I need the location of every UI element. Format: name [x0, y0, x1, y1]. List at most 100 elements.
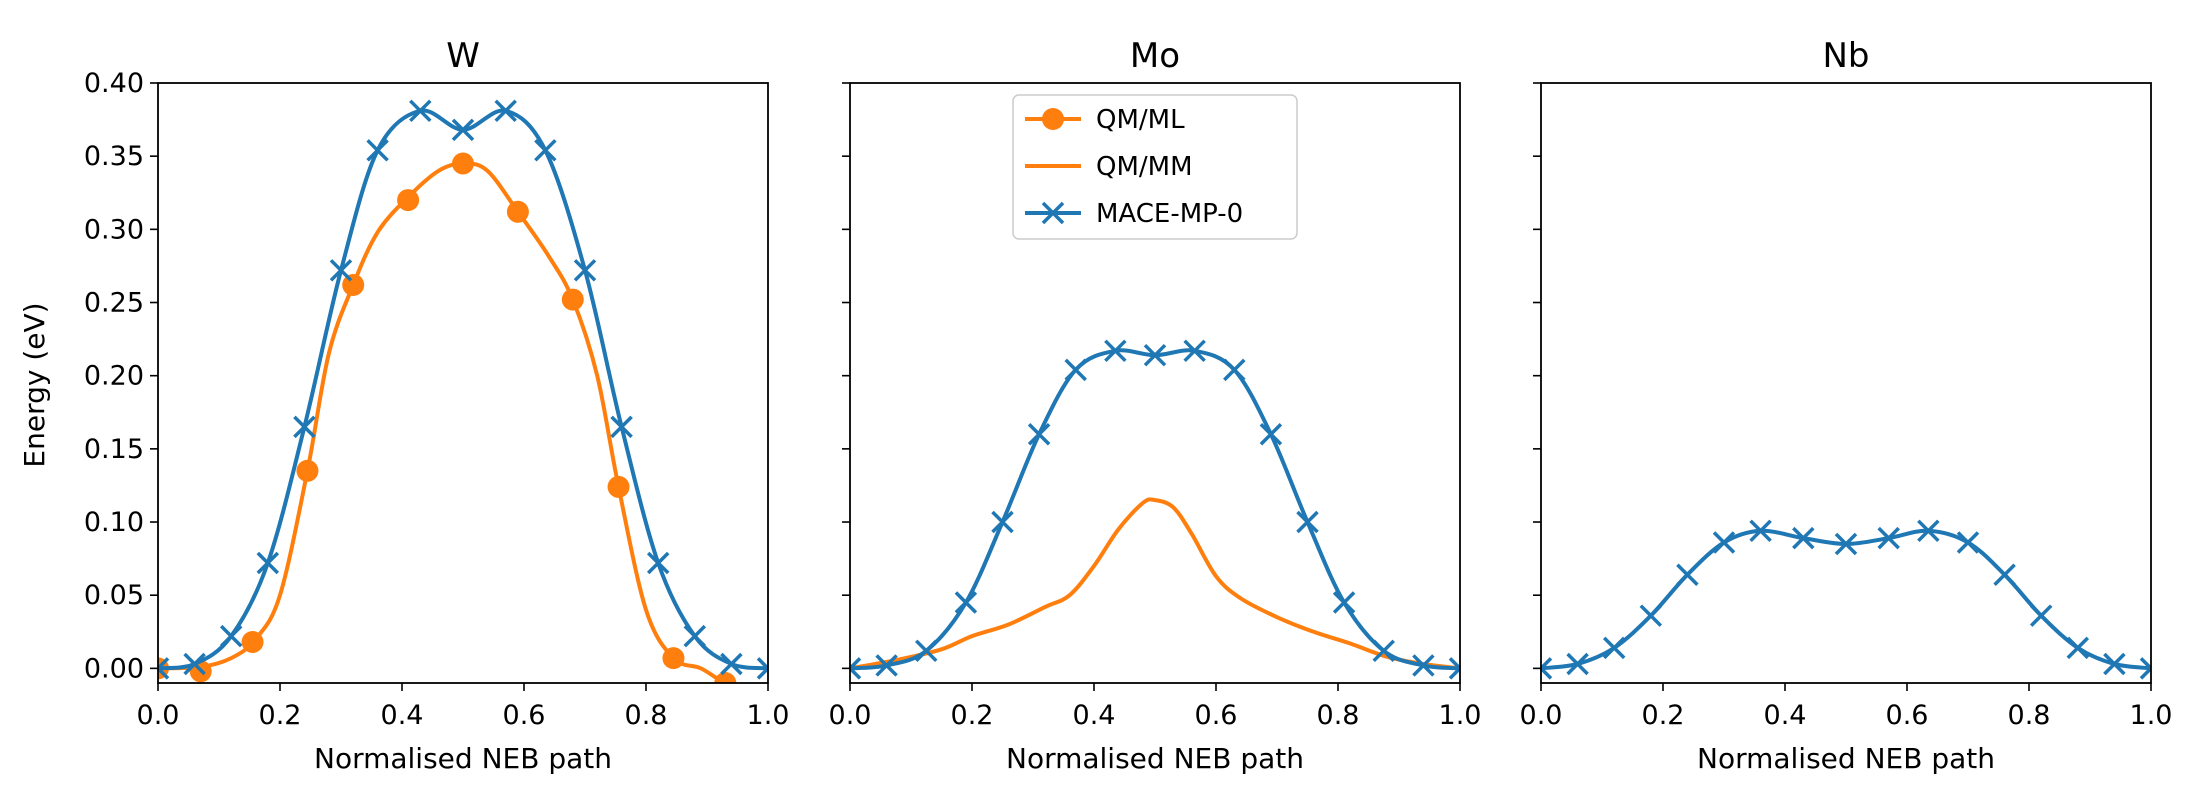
point-mo-mace-mp-0-14 [1372, 639, 1395, 663]
point-w-mace-mp-0-10 [534, 139, 557, 162]
axes-frame-w [157, 82, 769, 684]
point-mo-mace-mp-0-1 [875, 654, 898, 677]
point-w-qm-ml-2 [241, 631, 264, 654]
point-mo-mace-mp-0-13 [1332, 591, 1356, 614]
y-tick-label-w-5: 0.25 [84, 288, 144, 319]
x-tick-label-w-1: 0.2 [259, 700, 302, 731]
point-mo-mace-mp-0-16 [1448, 657, 1460, 680]
point-mo-mace-mp-0-0 [850, 657, 862, 680]
legend-frame [1012, 94, 1298, 240]
panel-nb: Nb 0.0 0.2 0.4 0.6 0.8 1.0 Normalised NEB path [1520, 36, 2173, 775]
point-w-mace-mp-0-16 [756, 657, 768, 680]
point-mo-mace-mp-0-15 [1412, 654, 1435, 677]
panel-mo: Mo 0.0 0.2 0.4 0.6 0.8 1.0 Normalised NEB path [829, 36, 1482, 775]
y-tick-label-w-0: 0.00 [84, 653, 144, 684]
series-line-mo-qm-mm [850, 497, 1460, 671]
point-w-mace-mp-0-14 [683, 624, 707, 648]
point-w-mace-mp-0-0 [158, 657, 170, 680]
legend-label-qm-ml: QM/ML [1096, 105, 1185, 135]
point-nb-mace-mp-0-4 [1676, 563, 1699, 586]
point-w-mace-mp-0-1 [183, 652, 206, 676]
x-tick-label-mo-1: 0.2 [951, 700, 994, 731]
point-w-mace-mp-0-3 [256, 551, 280, 575]
axes-frame-nb [1540, 82, 2152, 684]
point-nb-mace-mp-0-10 [1917, 519, 1940, 543]
point-nb-mace-mp-0-3 [1639, 604, 1663, 627]
y-tick-label-w-3: 0.15 [84, 434, 144, 465]
legend-marker-mace-mp-0 [1041, 201, 1065, 225]
point-nb-mace-mp-0-5 [1712, 531, 1736, 554]
axes-frame-mo [849, 82, 1461, 684]
x-tick-label-nb-3: 0.6 [1886, 700, 1929, 731]
point-nb-mace-mp-0-1 [1566, 652, 1589, 676]
y-axis-label: Energy (eV) [18, 302, 51, 467]
x-tick-label-nb-1: 0.2 [1642, 700, 1685, 731]
point-mo-mace-mp-0-4 [991, 510, 1014, 534]
panel-title-w: W [446, 36, 480, 76]
point-w-mace-mp-0-11 [573, 259, 597, 282]
legend-label-qm-mm: QM/MM [1096, 152, 1193, 182]
panel-title-nb: Nb [1822, 36, 1869, 76]
point-mo-mace-mp-0-8 [1143, 343, 1167, 367]
point-w-qm-ml-3 [296, 459, 319, 482]
series-line-mo-mace-mp-0 [850, 348, 1460, 671]
point-mo-mace-mp-0-5 [1027, 422, 1051, 446]
x-tick-label-mo-3: 0.6 [1195, 700, 1238, 731]
point-mo-mace-mp-0-12 [1296, 510, 1319, 534]
x-tick-label-mo-4: 0.8 [1317, 700, 1360, 731]
legend-entry-qm-mm: QM/MM [1025, 152, 1193, 182]
x-tick-label-w-2: 0.4 [381, 700, 424, 731]
point-w-qm-ml-10 [662, 647, 685, 670]
point-w-qm-ml-7 [506, 200, 529, 223]
point-w-qm-ml-9 [607, 475, 630, 498]
x-tick-label-nb-0: 0.0 [1520, 700, 1563, 731]
legend-entry-mace-mp-0: MACE-MP-0 [1025, 199, 1243, 229]
point-w-mace-mp-0-15 [720, 652, 743, 676]
point-w-mace-mp-0-8 [451, 118, 475, 142]
point-nb-mace-mp-0-12 [1993, 563, 2016, 586]
x-axis-label-mo: Normalised NEB path [1006, 742, 1304, 775]
x-axis-label-w: Normalised NEB path [314, 742, 612, 775]
series-line-w-mace-mp-0 [158, 108, 768, 671]
x-tick-label-w-0: 0.0 [137, 700, 180, 731]
y-tick-label-w-2: 0.10 [84, 507, 144, 538]
point-w-mace-mp-0-13 [646, 551, 670, 575]
point-w-qm-ml-8 [561, 288, 584, 311]
x-tick-label-mo-0: 0.0 [829, 700, 872, 731]
series-line-nb-mace-mp-0 [1541, 528, 2151, 671]
point-nb-mace-mp-0-15 [2103, 652, 2126, 676]
point-nb-mace-mp-0-16 [2139, 657, 2151, 680]
point-nb-mace-mp-0-2 [1602, 636, 1626, 660]
legend-label-mace-mp-0: MACE-MP-0 [1096, 199, 1243, 229]
point-nb-mace-mp-0-11 [1956, 531, 1980, 554]
point-mo-mace-mp-0-11 [1259, 422, 1283, 446]
point-w-qm-ml-5 [397, 189, 420, 212]
point-w-mace-mp-0-9 [494, 99, 517, 123]
y-tick-label-w-1: 0.05 [84, 580, 144, 611]
point-w-mace-mp-0-12 [610, 415, 633, 439]
point-mo-mace-mp-0-3 [954, 591, 978, 614]
point-mo-mace-mp-0-6 [1064, 358, 1087, 382]
legend-entry-qm-ml: QM/ML [1025, 105, 1185, 135]
legend-marker-qm-ml [1042, 108, 1064, 130]
point-mo-mace-mp-0-2 [915, 639, 938, 663]
point-w-qm-ml-6 [452, 152, 474, 175]
x-tick-label-w-4: 0.8 [625, 700, 668, 731]
x-tick-label-nb-4: 0.8 [2008, 700, 2051, 731]
point-nb-mace-mp-0-8 [1834, 532, 1858, 556]
point-mo-mace-mp-0-10 [1223, 358, 1246, 382]
point-nb-mace-mp-0-6 [1749, 519, 1772, 543]
point-nb-mace-mp-0-0 [1541, 657, 1553, 680]
x-tick-label-mo-5: 1.0 [1439, 700, 1482, 731]
plot-area-nb [1541, 519, 2151, 680]
legend: QM/ML QM/MM MACE-MP-0 [1012, 94, 1298, 240]
point-w-mace-mp-0-6 [366, 139, 389, 162]
point-nb-mace-mp-0-7 [1792, 526, 1815, 550]
point-nb-mace-mp-0-13 [2029, 604, 2053, 627]
plot-area-mo [850, 339, 1460, 680]
x-tick-label-nb-2: 0.4 [1764, 700, 1807, 731]
x-tick-label-nb-5: 1.0 [2130, 700, 2173, 731]
point-w-mace-mp-0-7 [409, 99, 432, 123]
y-tick-label-w-4: 0.20 [84, 361, 144, 392]
x-tick-label-w-3: 0.6 [503, 700, 546, 731]
